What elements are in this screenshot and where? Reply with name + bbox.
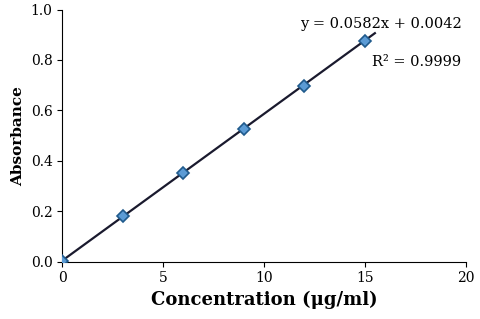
Text: R² = 0.9999: R² = 0.9999 [372,55,462,69]
X-axis label: Concentration (μg/ml): Concentration (μg/ml) [151,291,377,309]
Y-axis label: Absorbance: Absorbance [11,85,25,186]
Text: y = 0.0582x + 0.0042: y = 0.0582x + 0.0042 [300,17,462,31]
